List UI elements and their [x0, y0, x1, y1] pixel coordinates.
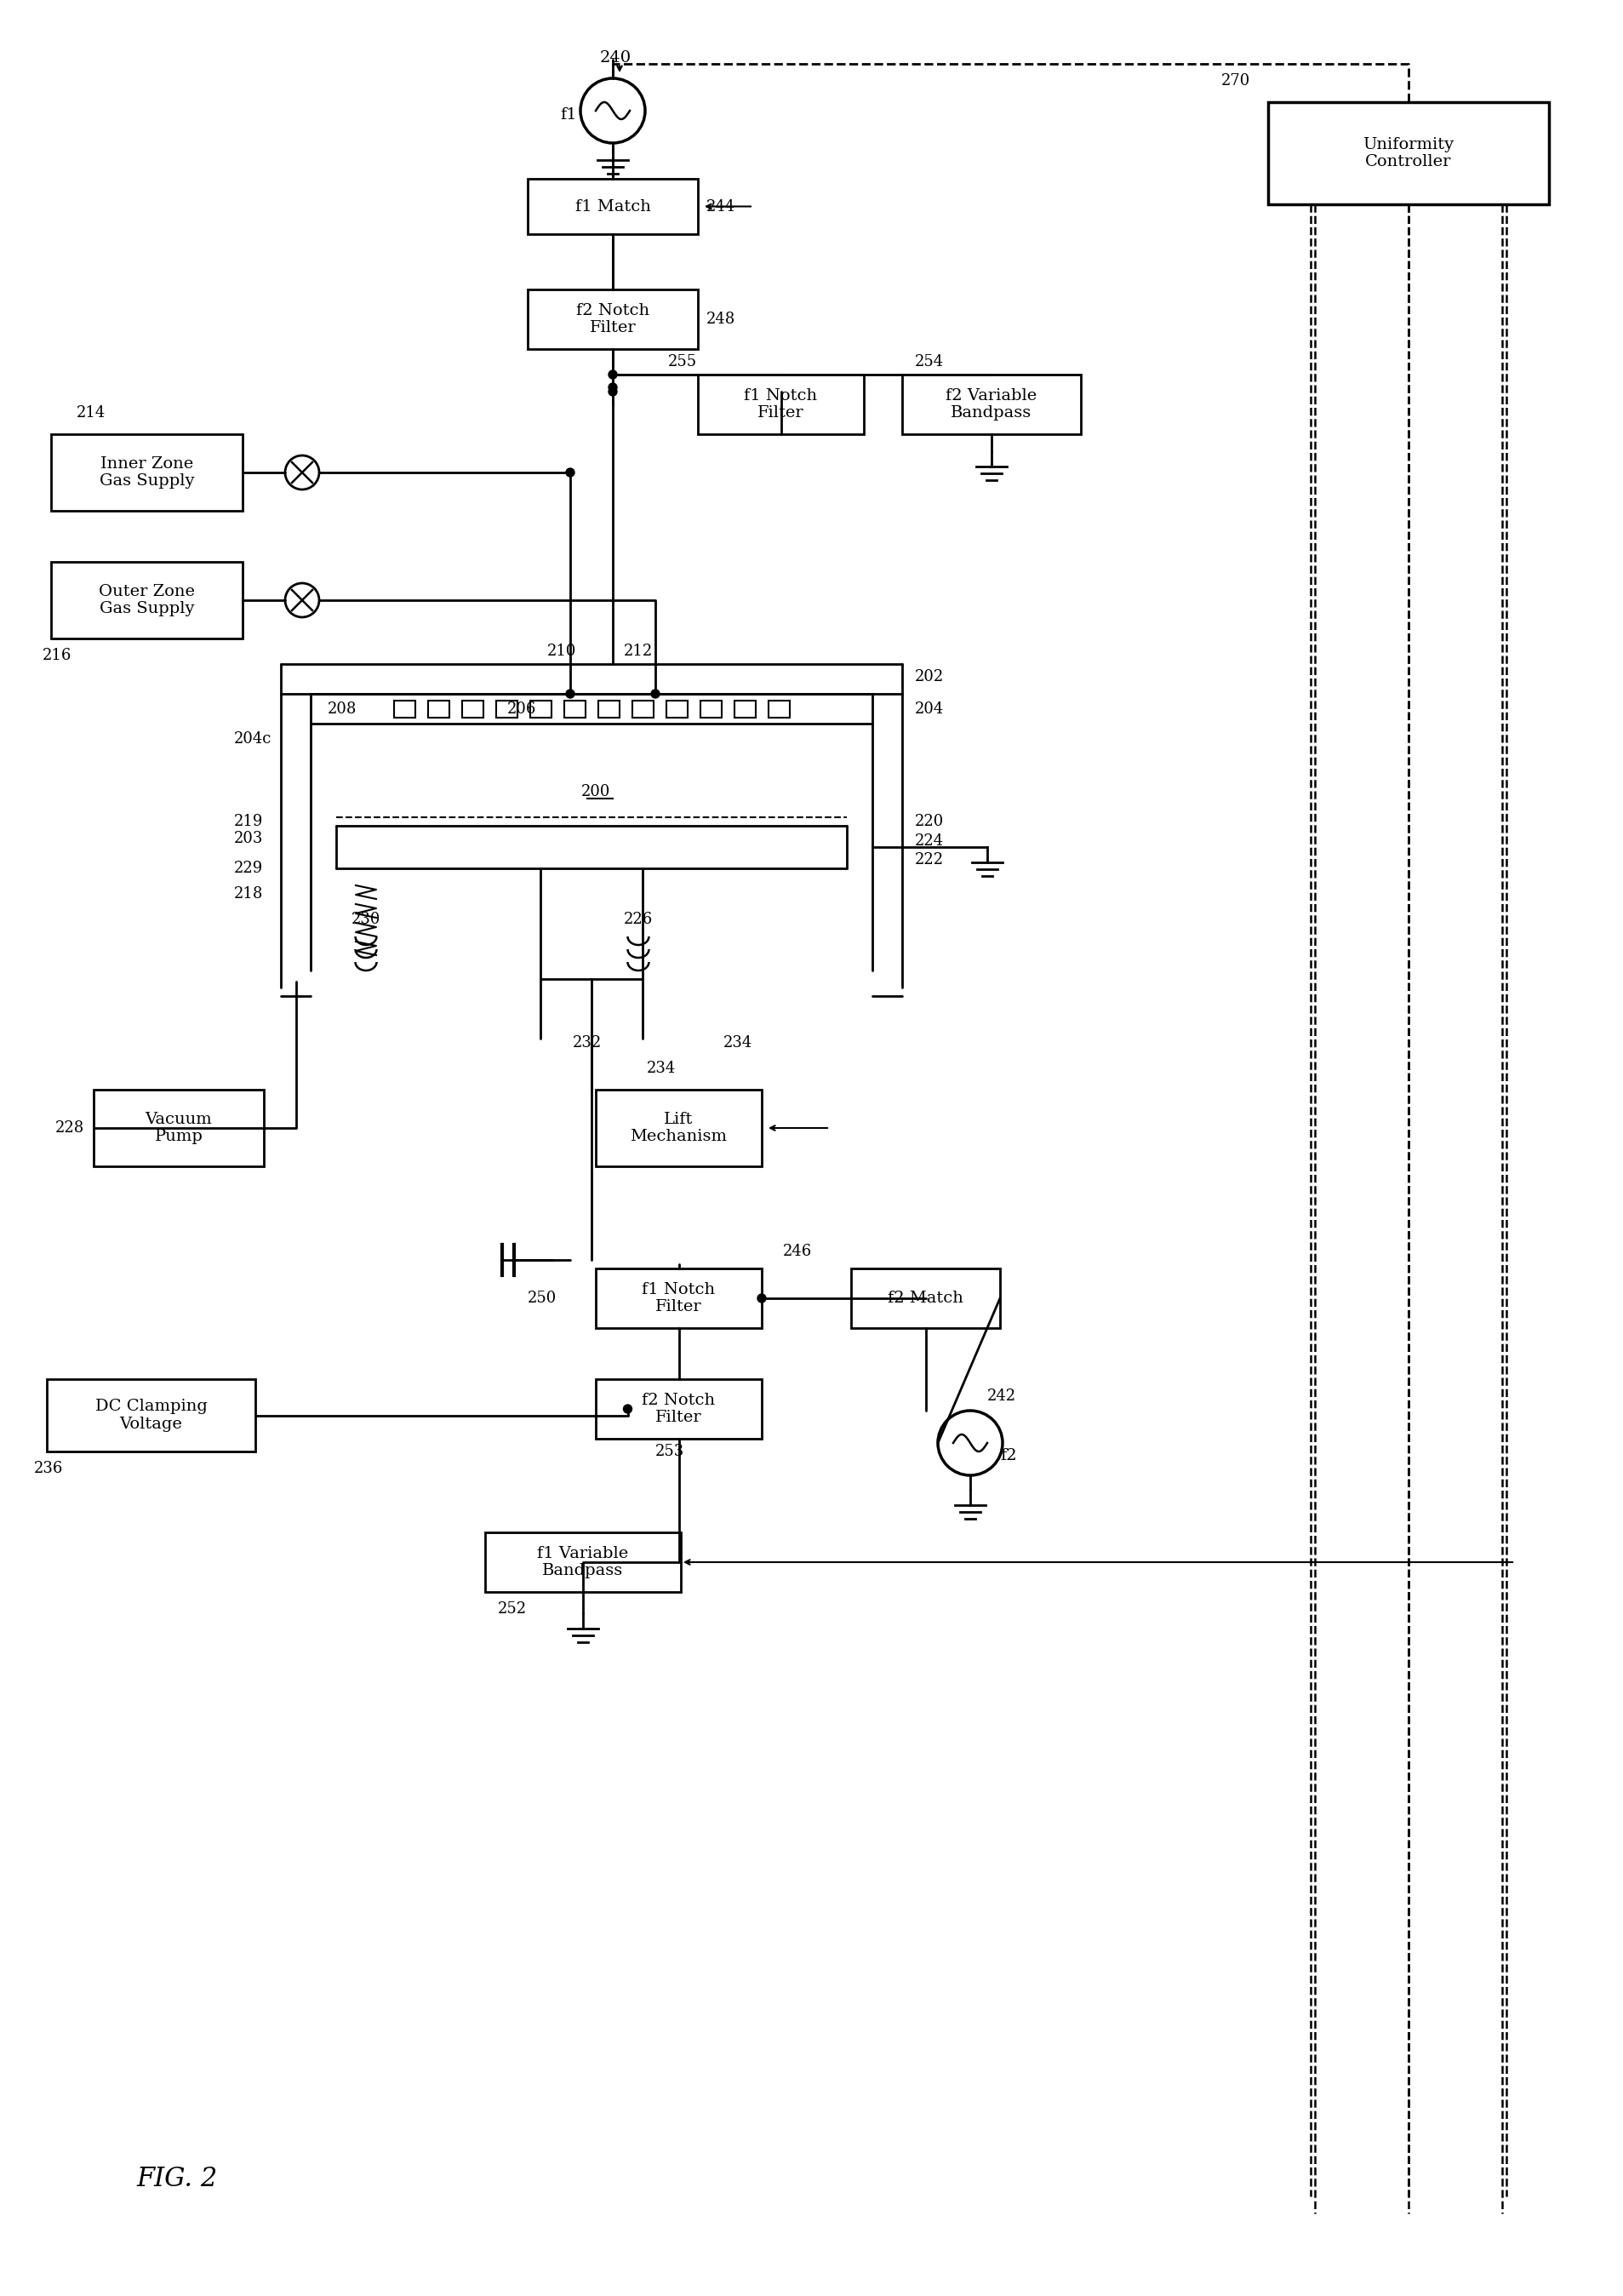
- Bar: [700, 700, 721, 716]
- Text: Vacuum
Pump: Vacuum Pump: [144, 1111, 213, 1143]
- Circle shape: [609, 388, 617, 395]
- Text: Outer Zone
Gas Supply: Outer Zone Gas Supply: [99, 583, 195, 618]
- Text: 234: 234: [724, 1035, 753, 1052]
- Text: 232: 232: [573, 1035, 602, 1052]
- Circle shape: [651, 689, 659, 698]
- Text: Lift
Mechanism: Lift Mechanism: [630, 1111, 727, 1143]
- Bar: [902, 374, 1081, 434]
- Bar: [527, 289, 698, 349]
- Bar: [563, 700, 586, 716]
- Bar: [596, 1267, 761, 1327]
- Text: 219: 219: [234, 813, 263, 829]
- Bar: [597, 700, 618, 716]
- Text: 212: 212: [623, 643, 652, 659]
- Text: f2 Variable
Bandpass: f2 Variable Bandpass: [946, 388, 1037, 420]
- Circle shape: [566, 689, 575, 698]
- Text: 234: 234: [648, 1061, 675, 1077]
- Bar: [698, 374, 863, 434]
- Text: 236: 236: [34, 1460, 63, 1476]
- Text: 248: 248: [706, 312, 735, 326]
- Text: 202: 202: [915, 668, 945, 684]
- Text: 242: 242: [987, 1389, 1016, 1403]
- Bar: [50, 563, 242, 638]
- Text: 246: 246: [782, 1244, 812, 1258]
- Text: 229: 229: [234, 861, 263, 877]
- Text: f1: f1: [560, 108, 576, 122]
- Bar: [461, 700, 484, 716]
- Text: 208: 208: [328, 700, 357, 716]
- Bar: [529, 700, 552, 716]
- Text: f2 Notch
Filter: f2 Notch Filter: [576, 303, 649, 335]
- Text: f1 Match: f1 Match: [575, 200, 651, 214]
- Text: 255: 255: [669, 354, 698, 370]
- Text: 200: 200: [581, 783, 610, 799]
- Bar: [596, 1380, 761, 1440]
- Bar: [428, 700, 450, 716]
- Text: 253: 253: [656, 1444, 685, 1460]
- Bar: [850, 1267, 1000, 1327]
- Text: f2 Match: f2 Match: [888, 1290, 964, 1306]
- Bar: [1268, 101, 1548, 204]
- Text: f1 Notch
Filter: f1 Notch Filter: [745, 388, 818, 420]
- Text: Uniformity
Controller: Uniformity Controller: [1363, 138, 1454, 170]
- Bar: [631, 700, 652, 716]
- Text: 203: 203: [234, 831, 263, 847]
- Text: 210: 210: [547, 643, 576, 659]
- Text: 214: 214: [76, 404, 105, 420]
- Text: 252: 252: [498, 1600, 527, 1616]
- Text: 206: 206: [508, 700, 537, 716]
- Bar: [94, 1091, 265, 1166]
- Text: 270: 270: [1220, 73, 1250, 90]
- Text: f1 Variable
Bandpass: f1 Variable Bandpass: [537, 1545, 628, 1580]
- Circle shape: [609, 383, 617, 393]
- Bar: [495, 700, 518, 716]
- Bar: [665, 700, 687, 716]
- Text: 218: 218: [234, 886, 263, 902]
- Bar: [596, 1091, 761, 1166]
- Text: DC Clamping
Voltage: DC Clamping Voltage: [96, 1398, 208, 1433]
- Bar: [527, 179, 698, 234]
- Text: 216: 216: [42, 647, 71, 664]
- Text: 244: 244: [706, 200, 735, 214]
- Text: Inner Zone
Gas Supply: Inner Zone Gas Supply: [99, 457, 195, 489]
- Text: 204c: 204c: [234, 730, 271, 746]
- Text: 240: 240: [601, 51, 631, 67]
- Circle shape: [566, 468, 575, 478]
- Text: f1 Notch
Filter: f1 Notch Filter: [643, 1281, 716, 1316]
- Text: 220: 220: [915, 813, 945, 829]
- Text: FIG. 2: FIG. 2: [136, 2165, 217, 2193]
- Bar: [485, 1531, 682, 1591]
- Text: 254: 254: [915, 354, 945, 370]
- Text: f2 Notch
Filter: f2 Notch Filter: [643, 1391, 716, 1426]
- Circle shape: [623, 1405, 631, 1412]
- Text: 222: 222: [915, 852, 945, 868]
- Circle shape: [758, 1295, 766, 1302]
- Circle shape: [609, 370, 617, 379]
- Text: 204: 204: [915, 700, 945, 716]
- Bar: [394, 700, 415, 716]
- Bar: [734, 700, 755, 716]
- Text: 230: 230: [351, 912, 380, 928]
- Bar: [47, 1380, 255, 1451]
- Text: f2: f2: [1000, 1449, 1018, 1463]
- Bar: [50, 434, 242, 510]
- Text: 250: 250: [527, 1290, 557, 1306]
- Text: 226: 226: [623, 912, 652, 928]
- Text: 228: 228: [55, 1120, 84, 1137]
- Text: 224: 224: [915, 833, 945, 850]
- Bar: [768, 700, 789, 716]
